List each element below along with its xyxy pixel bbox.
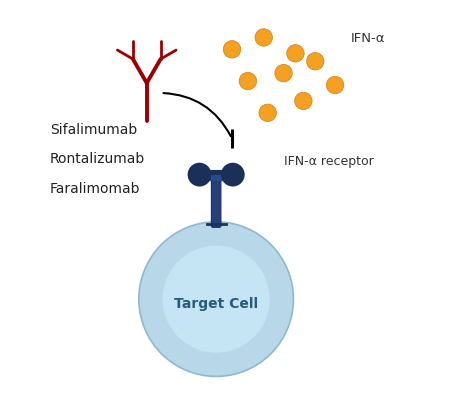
Circle shape (162, 246, 269, 353)
Circle shape (238, 73, 256, 91)
Circle shape (286, 45, 304, 63)
Circle shape (325, 77, 343, 95)
Circle shape (258, 105, 276, 122)
Text: Faralimomab: Faralimomab (50, 182, 140, 196)
FancyArrowPatch shape (163, 94, 230, 137)
Text: IFN-α: IFN-α (350, 32, 385, 45)
Circle shape (223, 42, 240, 59)
Text: IFN-α receptor: IFN-α receptor (283, 154, 372, 168)
FancyBboxPatch shape (211, 175, 220, 228)
Text: Rontalizumab: Rontalizumab (50, 152, 144, 166)
Circle shape (306, 53, 323, 71)
Circle shape (274, 65, 292, 83)
Circle shape (294, 93, 312, 110)
Circle shape (138, 222, 293, 377)
Text: Target Cell: Target Cell (174, 296, 257, 310)
Circle shape (187, 163, 211, 187)
Text: Sifalimumab: Sifalimumab (50, 122, 137, 136)
Circle shape (255, 30, 272, 47)
Circle shape (220, 163, 244, 187)
